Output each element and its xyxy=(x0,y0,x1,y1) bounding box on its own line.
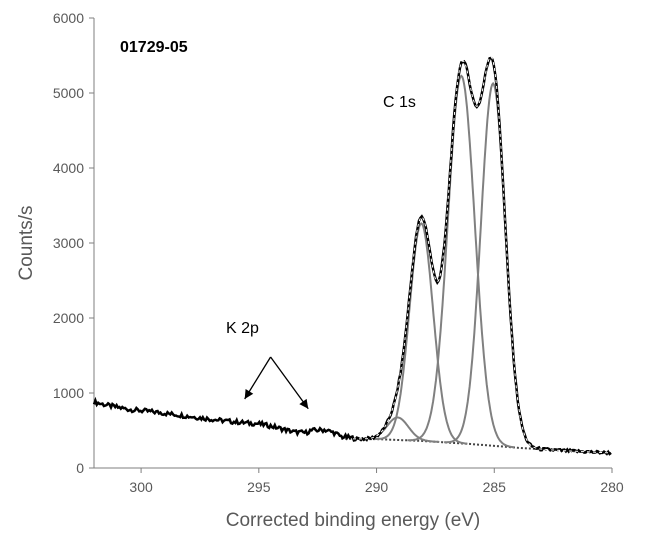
y-tick-label: 4000 xyxy=(53,160,84,176)
y-tick-label: 0 xyxy=(76,460,84,476)
y-tick-label: 6000 xyxy=(53,10,84,26)
plot-area: 0 1000 2000 3000 4000 5000 6000 300 295 290 285 28… xyxy=(53,10,624,495)
annotation-k2p: K 2p xyxy=(226,320,259,337)
y-axis-title: Counts/s xyxy=(16,206,37,281)
arrow-layer xyxy=(244,356,309,410)
x-tick-label: 300 xyxy=(129,479,153,495)
k2p-arrow-head-1 xyxy=(244,388,254,399)
x-tick-label: 290 xyxy=(365,479,389,495)
y-tick-label: 3000 xyxy=(53,235,84,251)
x-ticks: 300 295 290 285 280 xyxy=(129,468,624,495)
x-tick-label: 285 xyxy=(483,479,507,495)
k2p-arrow-line-2 xyxy=(270,356,309,410)
component-peak-3 xyxy=(407,74,515,449)
component-peak-2 xyxy=(374,222,468,445)
x-tick-label: 280 xyxy=(600,479,624,495)
k2p-arrow-head-2 xyxy=(299,398,309,409)
component-peak-4 xyxy=(444,81,542,451)
annotation-c1s: C 1s xyxy=(383,94,416,111)
chart-title: 01729-05 xyxy=(120,39,188,56)
x-axis-title: Corrected binding energy (eV) xyxy=(226,510,481,531)
measured-spectrum xyxy=(92,56,612,456)
series-layer xyxy=(92,56,612,456)
fit-envelope xyxy=(353,56,612,454)
y-tick-label: 1000 xyxy=(53,385,84,401)
y-tick-label: 2000 xyxy=(53,310,84,326)
y-tick-label: 5000 xyxy=(53,85,84,101)
y-ticks: 0 1000 2000 3000 4000 5000 6000 xyxy=(53,10,94,476)
x-tick-label: 295 xyxy=(247,479,271,495)
